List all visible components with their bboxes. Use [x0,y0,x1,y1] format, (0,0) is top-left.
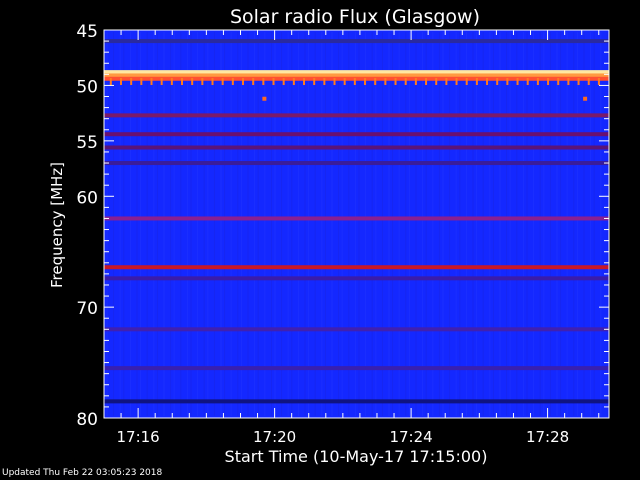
frequency-band [104,216,609,221]
interference-spike [262,77,265,85]
frequency-band [104,113,609,118]
interference-spike [211,77,214,85]
burst-spot [262,96,267,101]
interference-spike [506,77,509,85]
interference-spike [242,77,245,85]
interference-spike [486,77,489,85]
interference-spike [394,77,397,85]
interference-spike [109,77,112,85]
interference-spike [221,77,224,85]
interference-spike [567,77,570,85]
interference-spike [343,77,346,85]
y-axis-label: Frequency [MHz] [48,162,66,288]
interference-spike [191,77,194,85]
interference-spike [119,77,122,85]
interference-spike [303,77,306,85]
chart-title: Solar radio Flux (Glasgow) [230,6,480,28]
frequency-band [104,399,609,404]
interference-spike [282,77,285,85]
frequency-band [104,70,609,75]
frequency-band [104,161,609,166]
interference-spike [313,77,316,85]
interference-spike [516,77,519,85]
interference-spike [292,77,295,85]
frequency-band [104,132,609,137]
y-tick-label: 50 [76,77,98,97]
plot-background [104,30,609,418]
interference-spike [597,77,600,85]
interference-spike [333,77,336,85]
interference-spike [445,77,448,85]
interference-spike [414,77,417,85]
interference-spike [425,77,428,85]
frequency-band [104,76,609,81]
interference-spike [536,77,539,85]
plot-frame [103,29,610,419]
plot-area [103,29,610,419]
interference-spike [181,77,184,85]
interference-spike [404,77,407,85]
frequency-band [104,366,609,371]
interference-spike [465,77,468,85]
interference-spike [150,77,153,85]
interference-spike [252,77,255,85]
y-tick-label: 45 [76,22,98,42]
x-tick-label: 17:28 [526,428,569,446]
interference-spike [435,77,438,85]
interference-spike [323,77,326,85]
interference-spike [384,77,387,85]
interference-spike [547,77,550,85]
burst-spot [583,96,588,101]
frequency-band [104,276,609,281]
interference-spike [364,77,367,85]
x-tick-label: 17:20 [253,428,296,446]
interference-spike [587,77,590,85]
interference-spike [160,77,163,85]
interference-spike [231,77,234,85]
interference-spike [455,77,458,85]
interference-spike [272,77,275,85]
y-tick-label: 55 [76,133,98,153]
y-axis: 45 50 55 60 70 80 [76,22,609,430]
x-tick-label: 17:16 [117,428,160,446]
interference-spike [374,77,377,85]
interference-spike [557,77,560,85]
x-axis-label: Start Time (10-May-17 17:15:00) [225,447,488,466]
y-tick-label: 70 [76,299,98,319]
interference-spike [353,77,356,85]
interference-spike [170,77,173,85]
frequency-band [104,145,609,150]
interference-spike [140,77,143,85]
interference-spike [577,77,580,85]
frequency-band [104,265,609,270]
interference-spike [496,77,499,85]
frequency-band [104,39,609,44]
y-tick-label: 60 [76,188,98,208]
interference-spike [526,77,529,85]
frequency-band [104,73,609,78]
interference-spike [130,77,133,85]
interference-spike [201,77,204,85]
y-tick-label: 80 [76,410,98,430]
x-axis: 17:16 17:20 17:24 17:28 [117,30,600,446]
interference-spike [475,77,478,85]
frequency-band [104,327,609,332]
updated-footer: Updated Thu Feb 22 03:05:23 2018 [2,468,163,478]
x-tick-label: 17:24 [389,428,432,446]
